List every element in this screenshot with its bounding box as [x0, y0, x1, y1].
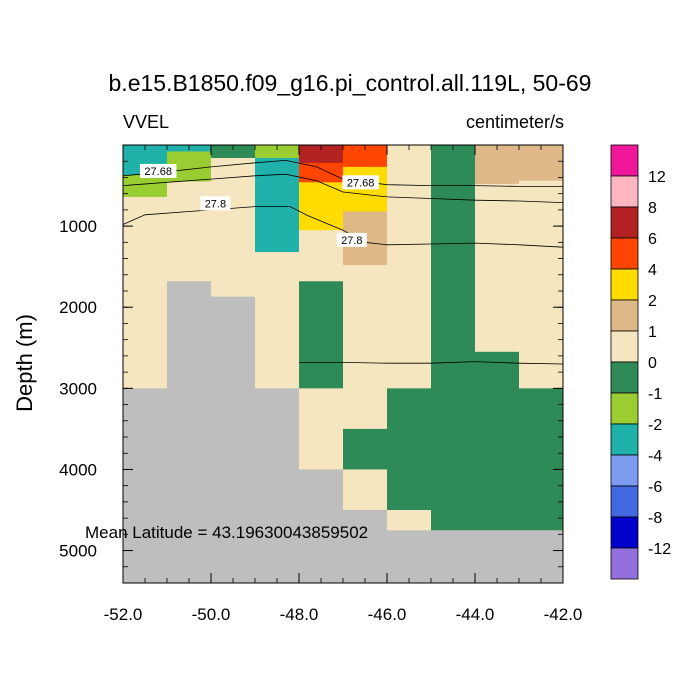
x-tick-label: -50.0 [192, 605, 231, 624]
colorbar-label: 12 [648, 169, 666, 186]
contour-line [122, 159, 563, 187]
colorbar-swatch [610, 454, 639, 487]
colorbar-swatch [610, 206, 639, 239]
heatmap-cell [431, 145, 476, 531]
colorbar-label: -4 [648, 448, 662, 465]
colorbar-label: -12 [648, 541, 671, 558]
colorbar-label: 6 [648, 231, 657, 248]
heatmap-cell [475, 145, 520, 185]
colorbar-label: 8 [648, 200, 657, 217]
heatmap-cell [431, 530, 476, 584]
heatmap-cell [123, 388, 168, 584]
heatmap-cell [211, 296, 256, 584]
chart-title: b.e15.B1850.f09_g16.pi_control.all.119L,… [108, 70, 592, 96]
colorbar-label: -6 [648, 479, 662, 496]
contour-lines: 27.68 27.68 27.8 27.8 [122, 159, 564, 365]
heatmap-cell [387, 388, 432, 511]
heatmap-cell [299, 469, 344, 584]
units-label: centimeter/s [465, 112, 564, 132]
heatmap-cell [343, 265, 388, 430]
colorbar-label: 4 [648, 262, 657, 279]
heatmap-cell [167, 281, 212, 584]
heatmap-cell [255, 145, 300, 159]
x-tick-label: -52.0 [104, 605, 143, 624]
heatmap-cell [387, 530, 432, 584]
heatmap-cell [343, 510, 388, 584]
heatmap-cell [475, 183, 520, 353]
y-tick-label: 5000 [59, 542, 97, 561]
colorbar-swatch [610, 392, 639, 425]
heatmap-cell [343, 145, 388, 168]
colorbar-label: -8 [648, 510, 662, 527]
x-tick-label: -42.0 [544, 605, 583, 624]
y-tick-label: 4000 [59, 460, 97, 479]
heatmap-cell [123, 175, 168, 198]
heatmap-cell [255, 157, 300, 253]
heatmap-cell [123, 196, 168, 389]
heatmap-cell [299, 145, 344, 164]
heatmap-cell [343, 428, 388, 470]
y-tick-label: 1000 [59, 217, 97, 236]
contour-label-box [336, 232, 367, 247]
contour-label: 27.68 [347, 177, 375, 189]
y-tick-label: 2000 [59, 298, 97, 317]
heatmap-cell [299, 281, 344, 389]
heatmap-cell [299, 388, 344, 470]
colorbar-label: 1 [648, 324, 657, 341]
heatmap-cell [343, 469, 388, 511]
x-tick-label: -48.0 [280, 605, 319, 624]
colorbar-swatch [610, 175, 639, 208]
heatmap-cell [519, 530, 564, 584]
contour-label-box [200, 196, 231, 211]
x-tick-label: -44.0 [456, 605, 495, 624]
heatmap-cell [211, 157, 256, 298]
heatmap-cell [519, 388, 564, 531]
x-tick-label: -46.0 [368, 605, 407, 624]
colorbar-label: 0 [648, 355, 657, 372]
colorbar-swatch [610, 268, 639, 301]
axes: -52.0 -50.0 -48.0 -46.0 -44.0 -42.0 1000 2000 30… [59, 144, 583, 624]
contour-label: 27.8 [341, 235, 362, 247]
heatmap-cell [299, 230, 344, 282]
heatmap-cell [343, 166, 388, 213]
colorbar-label: -1 [648, 386, 662, 403]
contour-line [122, 206, 564, 248]
mean-latitude-annotation: Mean Latitude = 43.19630043859502 [85, 523, 368, 542]
colorbar-swatch [610, 547, 639, 580]
contour-label: 27.68 [144, 166, 172, 178]
heatmap-cell [299, 182, 344, 231]
colorbar-swatch [610, 516, 639, 549]
colorbar-swatch [610, 237, 639, 270]
heatmap-cell [519, 145, 564, 182]
heatmap-cell [519, 180, 564, 389]
heatmap-cell [387, 510, 432, 531]
colorbar-swatch [610, 144, 639, 177]
contour-label-box [342, 175, 379, 190]
heatmap-cell [211, 145, 256, 159]
heatmap-cell [475, 530, 520, 584]
y-axis-label: Depth (m) [12, 314, 37, 412]
colorbar-swatch [610, 299, 639, 332]
heatmap-cell [255, 252, 300, 389]
heatmap-cell [475, 351, 520, 531]
heatmap-cell [255, 388, 300, 584]
contour-label: 27.8 [205, 198, 226, 210]
colorbar-label: 2 [648, 293, 657, 310]
y-tick-label: 3000 [59, 379, 97, 398]
colorbar-swatch [610, 485, 639, 518]
variable-label: VVEL [123, 112, 170, 132]
contour-line [299, 361, 564, 365]
heatmap-cell [299, 162, 344, 183]
contour-line [122, 173, 564, 203]
colorbar-swatch [610, 361, 639, 394]
colorbar: 12 8 6 4 2 1 0 -1 -2 -4 -6 -8 -12 [610, 144, 671, 580]
contour-label-box [139, 163, 177, 178]
heatmap-cells [123, 145, 564, 584]
colorbar-swatch [610, 330, 639, 363]
colorbar-swatch [610, 423, 639, 456]
colorbar-label: -2 [648, 417, 662, 434]
heatmap-cell [387, 145, 432, 389]
